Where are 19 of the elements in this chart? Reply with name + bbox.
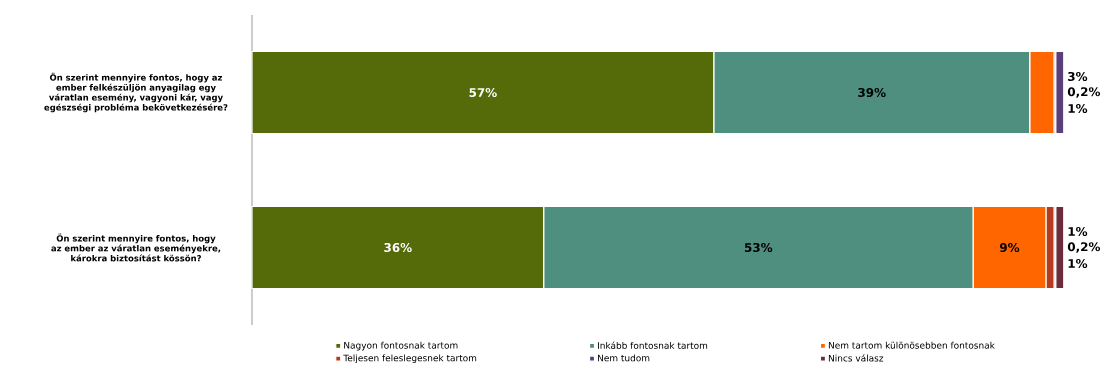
data-label: 0,2% [1067, 87, 1101, 98]
data-label: 1% [1068, 226, 1088, 237]
data-label: 3% [1068, 71, 1088, 82]
y-tick-label: Ön szerint mennyire fontos, hogy az ember az váratlan eseményekre, károkra biztosítást kössön? [51, 233, 221, 262]
data-label: 57% [469, 87, 497, 98]
data-label: 1% [1068, 258, 1088, 269]
data-label: 0,2% [1067, 242, 1101, 253]
y-tick-label: Ön szerint mennyire fontos, hogy az ember felkészüljön anyagilag egy váratlan esemény, vagyoni kár, vagy egészségi probléma bekövetkezésére? [44, 72, 228, 113]
data-label: 36% [384, 242, 412, 253]
data-label: 53% [744, 242, 773, 253]
data-label: 39% [858, 87, 886, 98]
legend-label: Nincs válasz [828, 354, 884, 362]
legend-label: Nem tudom [597, 354, 650, 362]
legend-label: Nem tartom különösebben fontosnak [828, 341, 995, 349]
data-label: 9% [999, 242, 1020, 253]
data-label: 1% [1068, 103, 1088, 114]
legend-label: Teljesen feleslegesnek tartom [343, 354, 477, 364]
legend-label: Nagyon fontosnak tartom [344, 341, 458, 351]
legend-label: Inkább fontosnak tartom [597, 341, 708, 349]
